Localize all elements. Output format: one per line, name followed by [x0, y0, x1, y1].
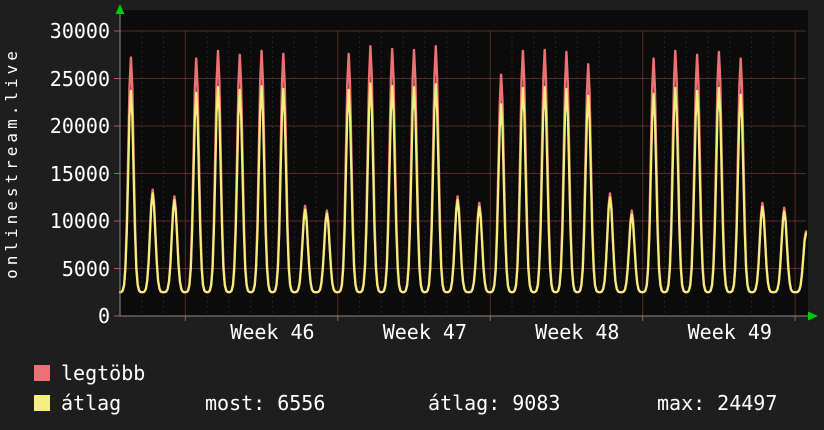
x-axis-week-label: Week 46	[230, 320, 315, 344]
y-axis-label: 0	[97, 304, 110, 328]
y-axis-label: 25000	[49, 66, 110, 91]
stat-max: max: 24497	[657, 392, 777, 414]
y-axis-label: 5000	[61, 256, 110, 281]
x-axis-arrow-icon	[808, 311, 818, 321]
stat-atlag: átlag: 9083	[428, 392, 560, 414]
stat-most-label: most:	[205, 391, 266, 415]
y-axis-label: 15000	[49, 161, 110, 186]
y-axis-label: 30000	[49, 19, 110, 43]
y-axis-arrow-icon	[115, 4, 125, 14]
series-line-atlag	[118, 82, 808, 294]
legend-row-atlag: átlag	[34, 392, 121, 414]
legend-swatch-atlag	[34, 395, 50, 411]
legend-row-legtobb: legtöbb	[34, 362, 145, 384]
x-axis-week-label: Week 47	[382, 320, 468, 344]
stat-atlag-label: átlag:	[428, 391, 501, 415]
legend-label-atlag: átlag	[61, 391, 122, 415]
stat-most: most: 6556	[205, 392, 325, 414]
y-axis-label: 10000	[49, 209, 110, 233]
stat-most-value: 6556	[277, 391, 326, 415]
y-axis-label: 20000	[49, 114, 110, 138]
x-axis-week-label: Week 49	[687, 320, 772, 344]
chart-canvas	[114, 4, 818, 321]
stat-max-label: max:	[657, 391, 706, 415]
x-axis-week-label: Week 48	[535, 320, 620, 344]
series-lines	[118, 45, 808, 294]
legend-swatch-legtobb	[34, 365, 50, 381]
stat-max-value: 24497	[717, 391, 778, 415]
legend-label-legtobb: legtöbb	[61, 361, 146, 385]
axes	[115, 4, 818, 321]
stat-atlag-value: 9083	[512, 391, 561, 415]
